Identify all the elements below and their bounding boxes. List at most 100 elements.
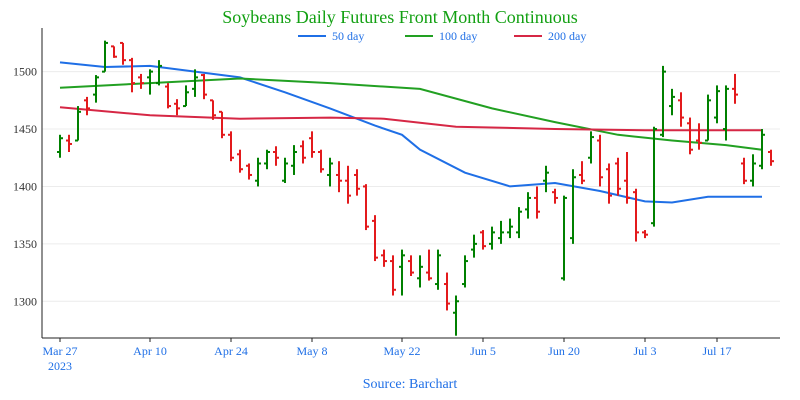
ohlc-bar bbox=[75, 106, 81, 142]
ohlc-bar bbox=[534, 186, 540, 219]
ohlc-bar bbox=[147, 69, 153, 95]
price-bars bbox=[57, 40, 774, 336]
y-tick-label-1500: 1500 bbox=[13, 65, 37, 79]
ohlc-bar bbox=[507, 218, 513, 239]
ohlc-bar bbox=[309, 131, 315, 158]
ohlc-bar bbox=[552, 188, 558, 204]
ohlc-bar bbox=[93, 75, 99, 103]
chart-title: Soybeans Daily Futures Front Month Conti… bbox=[222, 7, 578, 27]
x-tick-label-4: May 22 bbox=[384, 344, 421, 358]
ohlc-bar bbox=[102, 40, 108, 73]
x-tick-label-0: Mar 27 bbox=[43, 344, 78, 358]
ohlc-bar bbox=[408, 255, 414, 276]
ma100-legend-label: 100 day bbox=[439, 29, 477, 43]
ohlc-bar bbox=[489, 226, 495, 250]
ohlc-bar bbox=[516, 207, 522, 239]
ohlc-bar bbox=[282, 157, 288, 183]
ohlc-bar bbox=[606, 163, 612, 204]
ohlc-bar bbox=[300, 140, 306, 164]
x-tick-label-2: Apr 24 bbox=[214, 344, 248, 358]
ohlc-bar bbox=[120, 41, 126, 65]
ohlc-bar bbox=[660, 65, 666, 138]
ohlc-bar bbox=[624, 152, 630, 204]
ohlc-bar bbox=[381, 249, 387, 267]
ohlc-bar bbox=[642, 230, 648, 239]
x-tick-label-6: Jun 20 bbox=[548, 344, 580, 358]
ohlc-bar bbox=[759, 129, 765, 170]
x-tick-label-3: May 8 bbox=[297, 344, 328, 358]
x-tick-label-7: Jul 3 bbox=[633, 344, 656, 358]
x-tick-label-5: Jun 5 bbox=[470, 344, 496, 358]
ohlc-bar bbox=[525, 192, 531, 219]
ohlc-bar bbox=[66, 134, 72, 152]
ohlc-bar bbox=[363, 184, 369, 231]
ohlc-bar bbox=[291, 145, 297, 175]
ohlc-bar bbox=[264, 149, 270, 170]
ohlc-bar bbox=[165, 83, 171, 109]
ohlc-bar bbox=[210, 99, 216, 120]
y-tick-label-1350: 1350 bbox=[13, 237, 37, 251]
ohlc-bar bbox=[318, 149, 324, 173]
ohlc-bar bbox=[183, 85, 189, 108]
ohlc-bar bbox=[84, 96, 90, 116]
ohlc-bar bbox=[705, 94, 711, 142]
ohlc-bar bbox=[462, 255, 468, 288]
x-tick-label-1: Apr 10 bbox=[133, 344, 167, 358]
ohlc-bar bbox=[687, 117, 693, 155]
ohlc-bar bbox=[327, 157, 333, 187]
ohlc-bar bbox=[615, 157, 621, 196]
ma50-legend-label: 50 day bbox=[332, 29, 364, 43]
x-tick-label-8: Jul 17 bbox=[702, 344, 731, 358]
ma200-legend-label: 200 day bbox=[548, 29, 586, 43]
ohlc-bar bbox=[480, 230, 486, 250]
ohlc-bar bbox=[678, 92, 684, 127]
ohlc-bar bbox=[579, 161, 585, 185]
ohlc-bar bbox=[390, 255, 396, 296]
ohlc-bar bbox=[129, 57, 135, 93]
ohlc-bar bbox=[219, 110, 225, 139]
ohlc-bar bbox=[597, 134, 603, 187]
ohlc-bar bbox=[588, 131, 594, 164]
ohlc-bar bbox=[111, 45, 117, 58]
ohlc-bar bbox=[669, 88, 675, 116]
ohlc-bar bbox=[156, 60, 162, 86]
ohlc-bar bbox=[732, 73, 738, 104]
ohlc-bar bbox=[651, 126, 657, 227]
ohlc-bar bbox=[435, 249, 441, 290]
ohlc-bar bbox=[741, 157, 747, 185]
ohlc-bar bbox=[471, 234, 477, 258]
ohlc-bar bbox=[768, 149, 774, 166]
ohlc-bar bbox=[354, 169, 360, 196]
ohlc-bar bbox=[543, 165, 549, 193]
source-label: Source: Barchart bbox=[363, 377, 458, 392]
ma50-line bbox=[59, 61, 762, 204]
ohlc-bar bbox=[714, 85, 720, 124]
ohlc-bar bbox=[201, 73, 207, 100]
ohlc-bar bbox=[453, 295, 459, 336]
y-tick-label-1450: 1450 bbox=[13, 122, 37, 136]
ohlc-bar bbox=[228, 131, 234, 162]
ohlc-bar bbox=[750, 154, 756, 187]
ohlc-bar bbox=[57, 134, 63, 158]
ohlc-bar bbox=[426, 249, 432, 281]
ohlc-bar bbox=[444, 272, 450, 311]
ohlc-bar bbox=[498, 220, 504, 244]
ohlc-bar bbox=[255, 157, 261, 187]
ohlc-bar bbox=[336, 161, 342, 193]
ohlc-bar bbox=[633, 188, 639, 242]
ohlc-bar bbox=[345, 165, 351, 204]
ohlc-bar bbox=[561, 195, 567, 281]
ohlc-bar bbox=[174, 99, 180, 116]
ma200-line bbox=[59, 106, 762, 132]
x-tick-sublabel-0: 2023 bbox=[48, 359, 72, 373]
ohlc-bar bbox=[417, 255, 423, 288]
y-tick-label-1400: 1400 bbox=[13, 179, 37, 193]
ohlc-bar bbox=[273, 146, 279, 166]
ohlc-bar bbox=[570, 169, 576, 244]
y-tick-label-1300: 1300 bbox=[13, 294, 37, 308]
ohlc-bar bbox=[399, 249, 405, 296]
legend: 50 day 100 day 200 day bbox=[298, 29, 586, 43]
